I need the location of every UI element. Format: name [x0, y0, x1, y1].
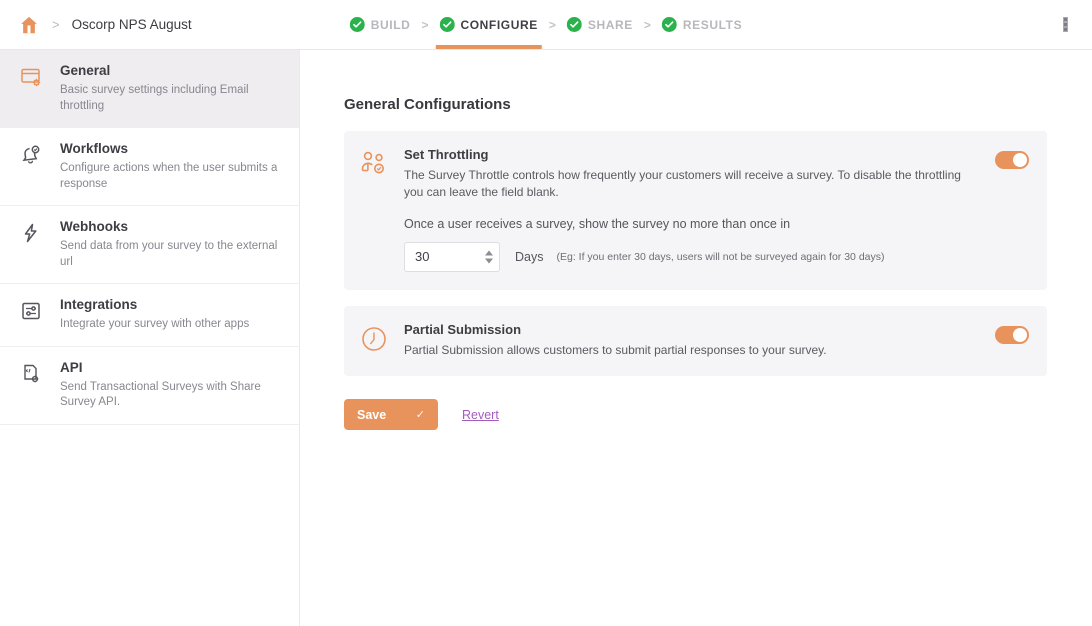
stepper-down-icon[interactable] — [485, 258, 493, 264]
sidebar-item-desc: Basic survey settings including Email th… — [60, 84, 249, 112]
throttling-prompt: Once a user receives a survey, show the … — [404, 216, 791, 231]
bell-check-icon — [19, 141, 45, 192]
check-icon: ✓ — [415, 409, 425, 422]
chevron-right-icon: > — [643, 17, 651, 32]
general-configurations-panel: General Configurations Set Throt — [300, 50, 1092, 626]
throttling-description: The Survey Throttle controls how frequen… — [404, 168, 961, 199]
sidebar-item-api[interactable]: API Send Transactional Surveys with Shar… — [0, 346, 299, 425]
chevron-right-icon: > — [421, 17, 429, 32]
sidebar-item-integrations[interactable]: Integrations Integrate your survey with … — [0, 284, 299, 347]
sidebar-item-general[interactable]: General Basic survey settings including … — [0, 50, 299, 129]
revert-link[interactable]: Revert — [462, 407, 499, 422]
step-results[interactable]: RESULTS — [660, 0, 744, 49]
home-icon[interactable] — [18, 14, 40, 36]
document-gear-icon — [19, 360, 45, 411]
throttle-days-input[interactable] — [404, 241, 500, 272]
sidebar-item-title: Workflows — [60, 141, 129, 157]
throttling-title: Set Throttling — [404, 147, 489, 162]
partial-submission-description: Partial Submission allows customers to s… — [404, 342, 827, 357]
sidebar-item-desc: Configure actions when the user submits … — [60, 162, 278, 190]
set-throttling-card: Set Throttling The Survey Throttle contr… — [344, 131, 1047, 290]
sidebar-item-workflows[interactable]: Workflows Configure actions when the use… — [0, 128, 299, 207]
sidebar-item-title: Webhooks — [60, 219, 129, 235]
check-circle-icon — [439, 17, 455, 32]
kebab-menu-icon[interactable] — [1056, 13, 1074, 37]
survey-title: Oscorp NPS August — [71, 17, 192, 32]
number-stepper — [485, 250, 493, 264]
sidebar-item-title: Integrations — [60, 297, 138, 313]
check-circle-icon — [349, 17, 365, 32]
chevron-right-icon: > — [52, 17, 60, 32]
stepper-up-icon[interactable] — [485, 250, 493, 256]
form-actions: Save ✓ Revert — [344, 399, 1047, 431]
chevron-right-icon: > — [548, 17, 556, 32]
sidebar-item-title: API — [60, 359, 83, 375]
step-share[interactable]: SHARE — [565, 0, 635, 49]
throttling-hint: (Eg: If you enter 30 days, users will no… — [556, 250, 885, 263]
partial-submission-card: Partial Submission Partial Submission al… — [344, 305, 1047, 377]
sliders-icon — [19, 297, 45, 333]
partial-submission-title: Partial Submission — [404, 321, 522, 337]
step-build[interactable]: BUILD — [348, 0, 413, 49]
settings-card-icon — [19, 63, 45, 114]
throttling-toggle[interactable] — [995, 151, 1029, 169]
clock-icon — [358, 322, 390, 359]
sidebar-item-desc: Integrate your survey with other apps — [60, 318, 250, 331]
sidebar-item-webhooks[interactable]: Webhooks Send data from your survey to t… — [0, 206, 299, 285]
lightning-icon — [19, 219, 45, 270]
days-unit-label: Days — [515, 249, 544, 264]
users-check-icon — [358, 147, 390, 201]
check-circle-icon — [566, 17, 582, 32]
sidebar-item-desc: Send data from your survey to the extern… — [60, 240, 278, 268]
step-nav: BUILD > CONFIGURE > SHARE > RESULTS — [348, 0, 744, 49]
sidebar-item-title: General — [60, 63, 111, 78]
top-bar: > Oscorp NPS August BUILD > CONFIGURE > … — [0, 0, 1092, 50]
step-configure[interactable]: CONFIGURE — [435, 0, 543, 49]
settings-sidebar: General Basic survey settings including … — [0, 50, 300, 626]
sidebar-item-desc: Send Transactional Surveys with Share Su… — [60, 380, 261, 409]
page-title: General Configurations — [344, 96, 511, 113]
partial-submission-toggle[interactable] — [995, 325, 1029, 344]
save-button[interactable]: Save ✓ — [344, 399, 438, 431]
breadcrumb: > Oscorp NPS August — [18, 14, 192, 36]
check-circle-icon — [661, 17, 677, 32]
